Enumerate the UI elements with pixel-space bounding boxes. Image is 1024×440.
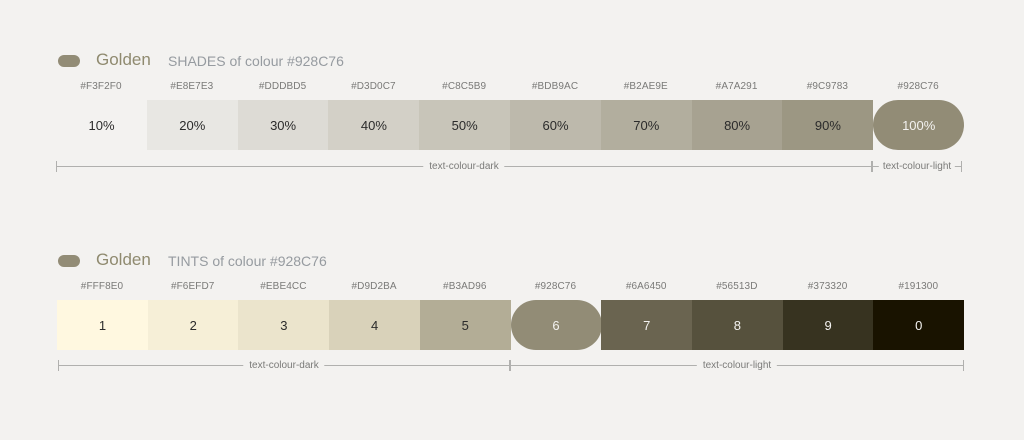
shades-hex-code: #E8E7E3 bbox=[170, 81, 214, 92]
tints-hex-code: #B3AD96 bbox=[443, 281, 487, 292]
tints-swatch: 5 bbox=[419, 300, 511, 350]
tints-light-bracket: text-colour-light bbox=[510, 360, 964, 371]
tints-light-label: text-colour-light bbox=[696, 360, 778, 371]
tints-hex-code: #56513D bbox=[716, 281, 758, 292]
tints-swatch-label: 6 bbox=[552, 317, 560, 333]
tints-hex-code: #373320 bbox=[807, 281, 848, 292]
tints-swatch-label: 7 bbox=[643, 317, 651, 333]
tints-swatch-label: 0 bbox=[915, 317, 923, 333]
shades-swatch-label: 10% bbox=[88, 117, 115, 133]
tints-swatch: 3 bbox=[238, 300, 330, 350]
shades-hex-code: #A7A291 bbox=[715, 81, 758, 92]
tints-dark-bracket: text-colour-dark bbox=[58, 360, 510, 371]
tints-hex-code: #928C76 bbox=[534, 281, 577, 292]
tints-swatch: 1 bbox=[57, 300, 148, 350]
tints-hex-code: #191300 bbox=[898, 281, 939, 292]
tints-swatch-label: 8 bbox=[733, 317, 741, 333]
shades-swatch: 80% bbox=[691, 100, 783, 150]
tints-hex-code: #EBE4CC bbox=[260, 281, 307, 292]
shades-light-bracket: text-colour-light bbox=[872, 161, 962, 172]
shades-swatch: 30% bbox=[237, 100, 329, 150]
shades-swatch-label: 90% bbox=[814, 117, 841, 133]
shades-swatch-label: 70% bbox=[633, 117, 660, 133]
shades-swatch: 60% bbox=[510, 100, 601, 150]
shades-hex-code: #B2AE9E bbox=[623, 81, 668, 92]
shades-swatch-label: 80% bbox=[724, 117, 751, 133]
shades-swatch-label: 20% bbox=[179, 117, 206, 133]
tints-hex-code: #F6EFD7 bbox=[170, 281, 215, 292]
shades-swatch-label: 30% bbox=[270, 117, 297, 133]
tints-swatch: 8 bbox=[691, 300, 783, 350]
tints-hex-code: #FFF8E0 bbox=[80, 281, 124, 292]
tints-swatch-base: 6 bbox=[510, 300, 602, 350]
shades-swatch: 70% bbox=[600, 100, 692, 150]
shades-hex-code: #C8C5B9 bbox=[442, 81, 487, 92]
shades-swatch: 10% bbox=[56, 100, 147, 150]
shades-swatch: 40% bbox=[328, 100, 420, 150]
pill-swatch-icon bbox=[58, 255, 80, 267]
tints-hex-code: #6A6450 bbox=[625, 281, 667, 292]
shades-swatch-label: 100% bbox=[902, 117, 936, 133]
shades-swatch-base: 100% bbox=[873, 100, 965, 150]
tints-dark-label: text-colour-dark bbox=[243, 360, 325, 371]
tints-swatch: 0 bbox=[873, 300, 965, 350]
shades-swatch: 50% bbox=[419, 100, 511, 150]
tints-swatch: 7 bbox=[601, 300, 693, 350]
shades-hex-code: #928C76 bbox=[897, 81, 939, 92]
shades-dark-label: text-colour-dark bbox=[423, 161, 505, 172]
shades-hex-code: #DDDBD5 bbox=[258, 81, 307, 92]
shades-subtitle: SHADES of colour #928C76 bbox=[168, 53, 344, 69]
tints-swatch-label: 2 bbox=[189, 317, 197, 333]
tints-swatch-label: 4 bbox=[370, 317, 379, 333]
tints-swatch-label: 5 bbox=[461, 317, 469, 333]
shades-hex-code: #9C9783 bbox=[806, 81, 849, 92]
shades-section: Golden SHADES of colour #928C76 #F3F2F0 #… bbox=[0, 0, 1024, 200]
shades-hex-code: #BDB9AC bbox=[531, 81, 579, 92]
tints-hex-code: #D9D2BA bbox=[351, 281, 397, 292]
tints-swatch-label: 1 bbox=[98, 317, 107, 333]
tints-swatch: 4 bbox=[329, 300, 421, 350]
shades-hex-code: #F3F2F0 bbox=[80, 81, 122, 92]
tints-title: Golden bbox=[96, 250, 151, 269]
shades-swatch-label: 50% bbox=[451, 117, 478, 133]
pill-swatch-icon bbox=[58, 55, 80, 67]
shades-swatch-label: 40% bbox=[360, 117, 387, 133]
tints-subtitle: TINTS of colour #928C76 bbox=[168, 253, 327, 269]
tints-swatch-label: 9 bbox=[824, 317, 832, 333]
tints-swatch-label: 3 bbox=[280, 317, 288, 333]
shades-title: Golden bbox=[96, 50, 151, 69]
shades-swatch: 90% bbox=[782, 100, 874, 150]
shades-dark-bracket: text-colour-dark bbox=[56, 161, 872, 172]
shades-hex-code: #D3D0C7 bbox=[351, 81, 396, 92]
shades-light-label: text-colour-light bbox=[878, 161, 956, 172]
tints-swatch: 9 bbox=[782, 300, 874, 350]
shades-swatch: 20% bbox=[146, 100, 238, 150]
tints-swatch: 2 bbox=[147, 300, 239, 350]
shades-swatch-label: 60% bbox=[542, 117, 569, 133]
